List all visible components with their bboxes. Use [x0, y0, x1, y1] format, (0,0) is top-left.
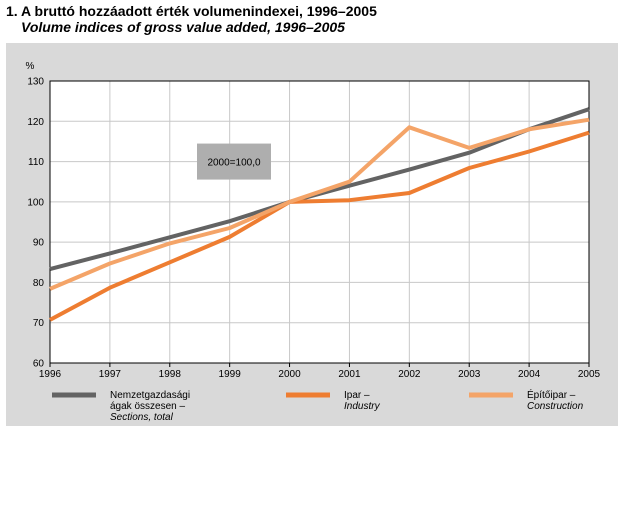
plot-frame	[49, 80, 590, 364]
legend-label: Építőipar –	[527, 388, 576, 401]
legend-label: Sections, total	[110, 412, 174, 423]
series-line-2	[49, 130, 590, 322]
chart-title: 1. A bruttó hozzáadott érték volumeninde…	[6, 3, 377, 19]
legend-label: ágak összesen –	[110, 401, 185, 412]
plot-area	[50, 81, 589, 363]
y-tick-label: 70	[33, 318, 45, 329]
legend-label: Ipar –	[344, 390, 370, 401]
y-tick-label: 90	[33, 238, 45, 249]
legend-label: Nemzetgazdasági	[110, 390, 190, 401]
x-tick-label: 1996	[39, 369, 62, 380]
y-tick-label: 120	[27, 117, 44, 128]
y-tick-label: 100	[27, 197, 44, 208]
y-tick-label: 130	[27, 77, 44, 88]
line-chart: 60 70 80 90 100 110 120 130 1996 1997 1998 1999 2000…	[26, 61, 601, 423]
x-tick-label: 2005	[578, 369, 601, 380]
y-tick-label: 80	[33, 278, 45, 289]
x-tick-label: 1999	[219, 369, 242, 380]
legend-label: Construction	[527, 401, 584, 412]
chart-subtitle: Volume indices of gross value added, 199…	[21, 19, 345, 35]
x-tick-label: 2004	[518, 369, 541, 380]
series-line-3	[49, 117, 590, 291]
x-tick-label: 2002	[398, 369, 421, 380]
x-tick-label: 1997	[99, 369, 122, 380]
x-tick-label: 2001	[338, 369, 361, 380]
legend-label: Industry	[344, 401, 381, 412]
y-tick-label: 60	[33, 359, 45, 370]
chart-panel: 60 70 80 90 100 110 120 130 1996 1997 1998 1999 2000…	[6, 43, 618, 426]
y-tick-label: 110	[28, 157, 44, 168]
x-tick-label: 2003	[458, 369, 481, 380]
x-tick-label: 2000	[278, 369, 301, 380]
y-axis-label: %	[26, 61, 35, 72]
x-tick-label: 1998	[159, 369, 182, 380]
title-block: 1. A bruttó hozzáadott érték volumeninde…	[6, 3, 377, 35]
annotation-box	[197, 143, 271, 180]
annotation-text: 2000=100,0	[207, 158, 261, 169]
